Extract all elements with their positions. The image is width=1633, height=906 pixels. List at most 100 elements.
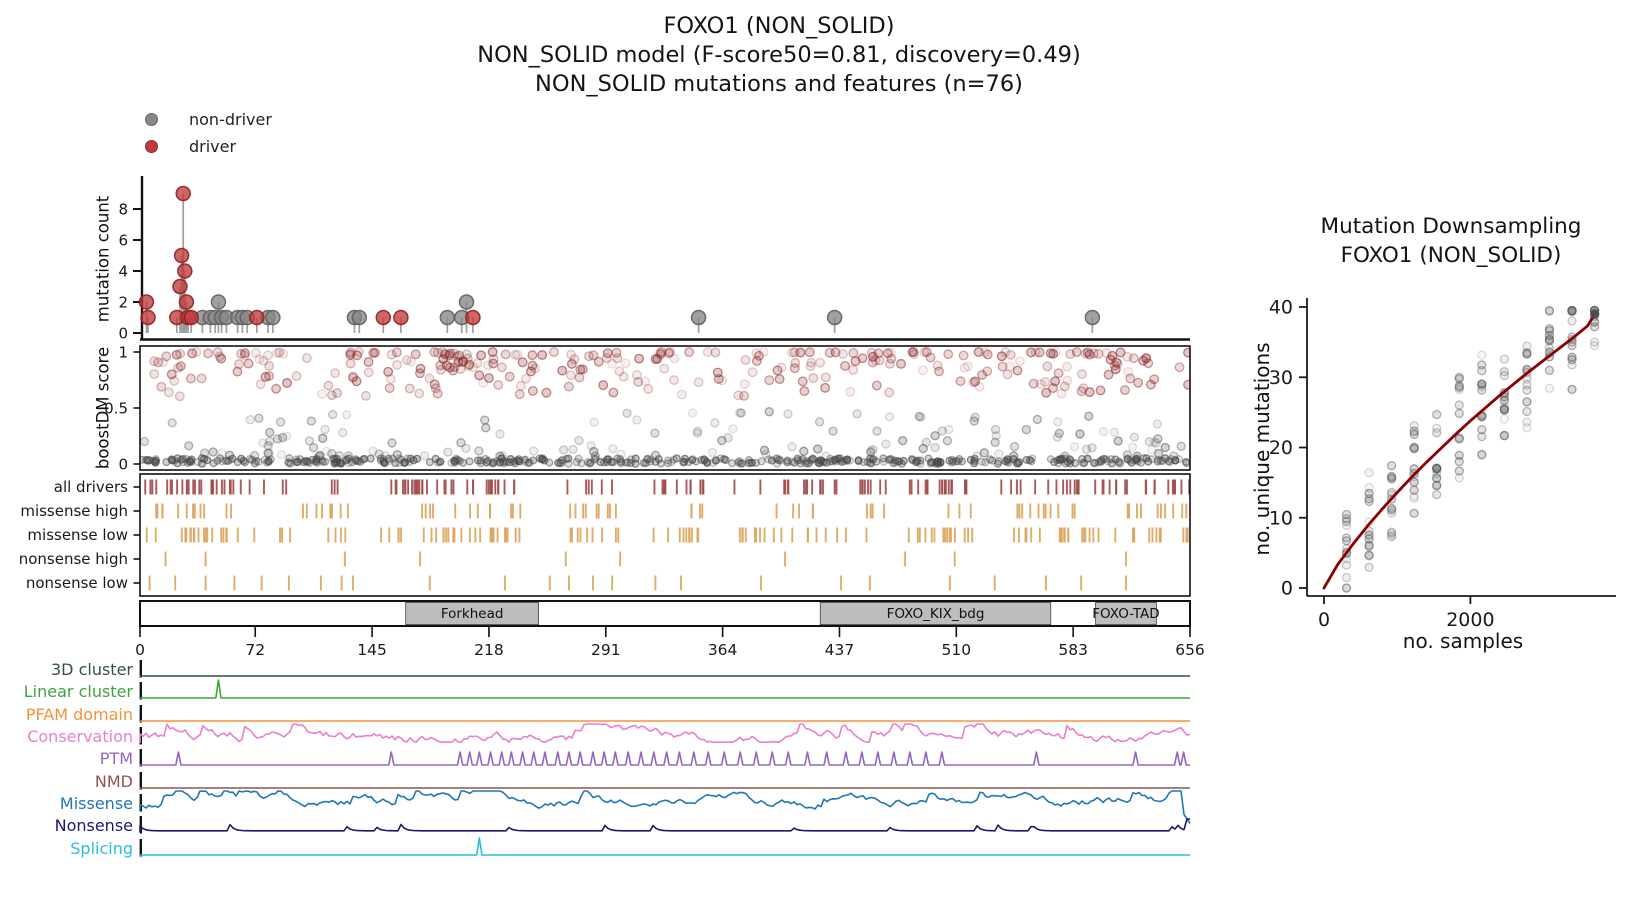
scatter-point-driver-high-scores xyxy=(612,353,623,364)
scatter-point-driver-high-scores xyxy=(575,364,586,375)
title-line-1: FOXO1 (NON_SOLID) xyxy=(663,13,895,39)
scatter-point-non-driver-mid-scores xyxy=(443,447,453,457)
scatter-point-driver-high-scores xyxy=(174,391,185,402)
ds-scatter-point xyxy=(1454,382,1464,393)
scatter-point-non-driver-mid-scores xyxy=(368,446,378,456)
scatter-point-driver-high-scores xyxy=(764,375,775,386)
ds-scatter-point xyxy=(1477,425,1487,435)
scatter-point-driver-high-scores xyxy=(962,361,973,372)
scatter-point-non-driver-mid-scores xyxy=(735,408,745,418)
ds-scatter-point xyxy=(1589,341,1600,351)
scatter-point-driver-high-scores xyxy=(1088,348,1099,359)
scatter-point-non-driver-mid-scores xyxy=(304,436,315,446)
scatter-point-driver-high-scores xyxy=(517,357,528,368)
scatter-point-driver-high-scores xyxy=(441,360,452,371)
needle-y-tick-label: 2 xyxy=(118,294,128,312)
ds-scatter-point xyxy=(1386,472,1397,482)
scatter-point-driver-high-scores xyxy=(384,383,395,394)
scatter-point-driver-high-scores xyxy=(566,349,576,360)
ds-scatter-point xyxy=(1364,488,1374,499)
feature-line-Linear-cluster xyxy=(140,679,1190,699)
scatter-point-driver-high-scores xyxy=(820,372,831,383)
scatter-point-non-driver-floor-band xyxy=(260,455,269,464)
downsampling-title-line-1: Mutation Downsampling xyxy=(1320,214,1582,239)
scatter-point-non-driver-mid-scores xyxy=(245,415,255,425)
scatter-point-non-driver-floor-band xyxy=(292,457,301,467)
scatter-point-non-driver-mid-scores xyxy=(828,426,838,436)
scatter-point-driver-high-scores xyxy=(739,390,750,401)
scatter-point-non-driver-mid-scores xyxy=(474,446,484,456)
scatter-point-driver-high-scores xyxy=(166,369,177,380)
scatter-point-driver-high-scores xyxy=(970,376,981,387)
ds-scatter-point xyxy=(1364,534,1374,544)
scatter-point-non-driver-floor-band xyxy=(747,458,756,467)
scatter-point-non-driver-mid-scores xyxy=(852,409,862,419)
scatter-point-driver-high-scores xyxy=(789,363,800,374)
scatter-point-driver-high-scores xyxy=(323,380,334,391)
scatter-point-non-driver-mid-scores xyxy=(783,409,793,419)
scatter-point-non-driver-floor-band xyxy=(808,455,817,464)
ds-scatter-point xyxy=(1454,384,1464,395)
scatter-point-non-driver-mid-scores xyxy=(865,447,876,457)
lollipop-marker-driver xyxy=(138,294,155,310)
scatter-point-driver-high-scores xyxy=(414,368,425,379)
scatter-point-driver-high-scores xyxy=(282,378,292,388)
scatter-point-driver-high-scores xyxy=(598,380,609,391)
scatter-point-non-driver-floor-band xyxy=(431,454,440,463)
ds-scatter-point xyxy=(1477,365,1487,376)
protein-x-tick-label: 291 xyxy=(591,641,621,659)
scatter-point-driver-high-scores xyxy=(1145,379,1156,390)
scatter-point-driver-high-scores xyxy=(448,365,459,376)
scatter-point-non-driver-mid-scores xyxy=(707,447,718,458)
scatter-point-driver-high-scores xyxy=(955,376,966,387)
scatter-point-non-driver-floor-band xyxy=(1078,455,1087,464)
ds-scatter-point xyxy=(1409,493,1419,503)
scatter-point-driver-high-scores xyxy=(414,388,425,399)
scatter-point-non-driver-mid-scores xyxy=(608,444,618,454)
scatter-point-driver-high-scores xyxy=(733,390,744,401)
scatter-point-driver-high-scores xyxy=(386,349,397,360)
scatter-point-driver-high-scores xyxy=(330,368,341,378)
scatter-point-non-driver-mid-scores xyxy=(814,417,825,427)
scatter-point-driver-high-scores xyxy=(665,347,676,357)
scatter-point-non-driver-floor-band xyxy=(1171,456,1180,465)
scatter-point-driver-high-scores xyxy=(751,348,762,359)
scatter-point-driver-high-scores xyxy=(593,356,604,367)
scatter-point-non-driver-floor-band xyxy=(481,454,490,464)
ds-scatter-point xyxy=(1589,337,1600,347)
feature-line-PTM xyxy=(140,751,1190,766)
ds-scatter-point xyxy=(1341,516,1352,527)
scatter-point-driver-high-scores xyxy=(1048,348,1059,359)
scatter-point-non-driver-mid-scores xyxy=(308,442,319,453)
scatter-point-driver-high-scores xyxy=(171,349,182,360)
scatter-point-driver-high-scores xyxy=(753,350,764,361)
scatter-point-driver-high-scores xyxy=(454,350,465,361)
ds-scatter-point xyxy=(1454,381,1464,391)
scatter-point-non-driver-floor-band xyxy=(643,455,652,464)
scatter-point-non-driver-floor-band xyxy=(476,456,485,465)
scatter-point-driver-high-scores xyxy=(1062,375,1073,386)
ds-scatter-point xyxy=(1567,306,1577,317)
scatter-point-non-driver-mid-scores xyxy=(1113,436,1123,446)
feature-line-Splicing xyxy=(140,837,1190,856)
scatter-point-non-driver-mid-scores xyxy=(692,428,703,438)
needle-y-tick-label: 8 xyxy=(118,201,128,219)
scatter-point-driver-high-scores xyxy=(840,360,850,371)
ds-scatter-point xyxy=(1499,402,1510,412)
feature-line-Nonsense xyxy=(139,818,1190,832)
scatter-point-non-driver-floor-band xyxy=(817,456,826,465)
protein-x-tick-label: 656 xyxy=(1175,641,1205,659)
scatter-point-non-driver-floor-band xyxy=(142,455,151,464)
scatter-point-non-driver-mid-scores xyxy=(872,426,882,436)
scatter-point-driver-high-scores xyxy=(614,366,625,377)
scatter-point-non-driver-floor-band xyxy=(702,457,711,466)
scatter-point-driver-high-scores xyxy=(527,385,538,396)
scatter-point-driver-high-scores xyxy=(611,347,622,358)
scatter-point-driver-high-scores xyxy=(1040,376,1051,387)
scatter-point-non-driver-floor-band xyxy=(216,454,225,463)
lollipop-marker-driver xyxy=(465,309,481,326)
scatter-point-driver-high-scores xyxy=(254,354,265,365)
scatter-point-non-driver-floor-band xyxy=(794,456,803,465)
scatter-point-driver-high-scores xyxy=(234,359,244,370)
